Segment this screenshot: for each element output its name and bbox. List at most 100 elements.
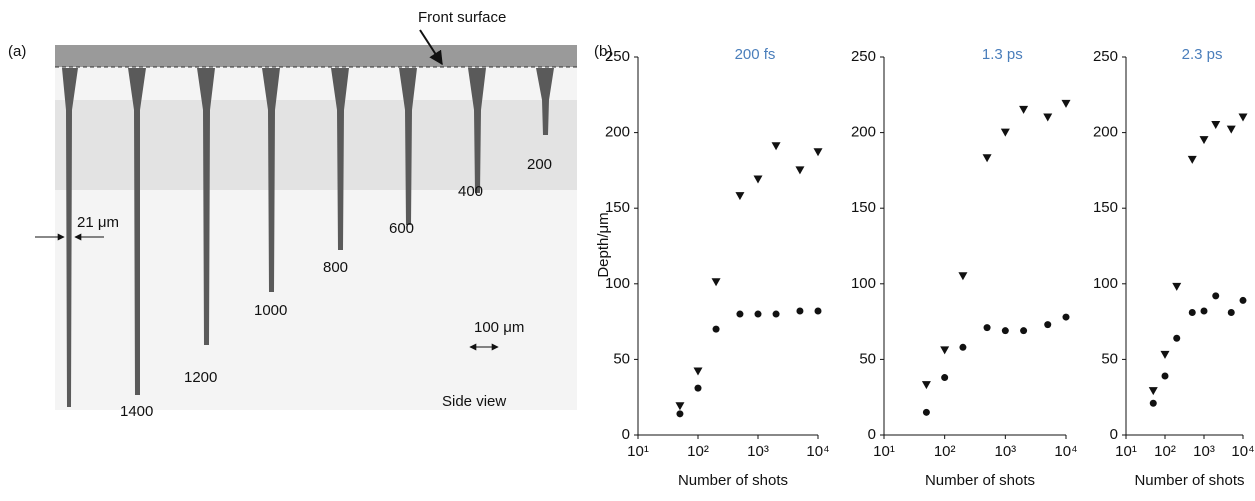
circle-marker xyxy=(922,408,930,416)
annotation: 100 μm xyxy=(474,319,524,336)
triangle-marker xyxy=(1187,155,1197,164)
x-tick-label: 10⁴ xyxy=(1231,443,1254,460)
triangle-marker xyxy=(1019,105,1029,114)
circle-marker xyxy=(814,307,822,315)
triangle-marker xyxy=(771,142,781,151)
x-tick-label: 10⁴ xyxy=(1054,443,1077,460)
triangle-marker xyxy=(1226,125,1236,134)
annotation: 21 μm xyxy=(77,214,119,231)
y-tick-label: 250 xyxy=(1093,48,1118,65)
y-tick-label: 200 xyxy=(1093,124,1118,141)
circle-marker xyxy=(712,325,720,333)
x-axis-label: Number of shots xyxy=(925,472,1035,489)
circle-marker xyxy=(676,410,684,418)
chart-title: 200 fs xyxy=(735,46,776,63)
triangle-marker xyxy=(958,272,968,281)
depth-label: 800 xyxy=(323,259,348,276)
x-tick-label: 10³ xyxy=(1193,443,1215,460)
y-tick-label: 50 xyxy=(859,350,876,367)
x-axis-label: Number of shots xyxy=(1134,472,1244,489)
circle-marker xyxy=(1020,327,1028,335)
circle-marker xyxy=(1149,399,1157,407)
triangle-marker xyxy=(1061,99,1071,108)
chart-title: 2.3 ps xyxy=(1182,46,1223,63)
y-tick-label: 0 xyxy=(1110,426,1118,443)
circle-marker xyxy=(959,343,967,351)
y-tick-label: 50 xyxy=(1101,350,1118,367)
circle-marker xyxy=(1188,309,1196,317)
triangle-marker xyxy=(1172,282,1182,291)
depth-label: 1400 xyxy=(120,403,153,420)
circle-marker xyxy=(1227,309,1235,317)
triangle-marker xyxy=(675,402,685,411)
triangle-marker xyxy=(813,148,823,157)
circle-marker xyxy=(694,384,702,392)
x-tick-label: 10² xyxy=(934,443,956,460)
depth-label: 200 xyxy=(527,156,552,173)
x-tick-label: 10¹ xyxy=(627,443,649,460)
triangle-marker xyxy=(753,175,763,184)
x-tick-label: 10³ xyxy=(747,443,769,460)
triangle-marker xyxy=(1043,113,1053,122)
x-tick-label: 10² xyxy=(687,443,709,460)
y-tick-label: 0 xyxy=(622,426,630,443)
circle-marker xyxy=(1044,321,1052,329)
circle-marker xyxy=(772,310,780,318)
circle-marker xyxy=(736,310,744,318)
y-tick-label: 200 xyxy=(605,124,630,141)
y-tick-label: 100 xyxy=(605,275,630,292)
x-axis-label: Number of shots xyxy=(678,472,788,489)
triangle-marker xyxy=(1160,350,1170,359)
triangle-marker xyxy=(1211,121,1221,130)
y-axis-label: Depth/μm xyxy=(595,212,612,277)
x-tick-label: 10² xyxy=(1154,443,1176,460)
chart-title: 1.3 ps xyxy=(982,46,1023,63)
x-tick-label: 10³ xyxy=(994,443,1016,460)
panel-label: (a) xyxy=(8,43,26,60)
triangle-marker xyxy=(711,278,721,287)
circle-marker xyxy=(796,307,804,315)
y-tick-label: 150 xyxy=(851,199,876,216)
triangle-marker xyxy=(940,346,950,355)
circle-marker xyxy=(1173,334,1181,342)
y-tick-label: 250 xyxy=(851,48,876,65)
x-tick-label: 10¹ xyxy=(873,443,895,460)
depth-label: 400 xyxy=(458,183,483,200)
circle-marker xyxy=(1161,372,1169,380)
micrograph xyxy=(35,29,577,410)
circle-marker xyxy=(983,324,991,332)
triangle-marker xyxy=(921,381,931,390)
y-tick-label: 250 xyxy=(605,48,630,65)
annotation: Side view xyxy=(442,393,506,410)
depth-label: 600 xyxy=(389,220,414,237)
x-tick-label: 10⁴ xyxy=(806,443,829,460)
triangle-marker xyxy=(735,192,745,201)
y-tick-label: 100 xyxy=(851,275,876,292)
circle-marker xyxy=(1212,292,1220,300)
y-tick-label: 150 xyxy=(605,199,630,216)
circle-marker xyxy=(754,310,762,318)
triangle-marker xyxy=(1148,387,1158,396)
annotation: Front surface xyxy=(418,9,506,26)
circle-marker xyxy=(1239,296,1247,304)
depth-label: 1000 xyxy=(254,302,287,319)
y-tick-label: 50 xyxy=(613,350,630,367)
triangle-marker xyxy=(795,166,805,175)
triangle-marker xyxy=(1199,136,1209,145)
depth-label: 1200 xyxy=(184,369,217,386)
circle-marker xyxy=(1001,327,1009,335)
triangle-marker xyxy=(1238,113,1248,122)
panel-label: (b) xyxy=(594,43,612,60)
triangle-marker xyxy=(982,154,992,163)
x-tick-label: 10¹ xyxy=(1115,443,1137,460)
circle-marker xyxy=(1062,313,1070,321)
circle-marker xyxy=(1200,307,1208,315)
triangle-marker xyxy=(1000,128,1010,137)
y-tick-label: 0 xyxy=(868,426,876,443)
y-tick-label: 200 xyxy=(851,124,876,141)
triangle-marker xyxy=(693,367,703,376)
circle-marker xyxy=(941,374,949,382)
y-tick-label: 100 xyxy=(1093,275,1118,292)
y-tick-label: 150 xyxy=(1093,199,1118,216)
